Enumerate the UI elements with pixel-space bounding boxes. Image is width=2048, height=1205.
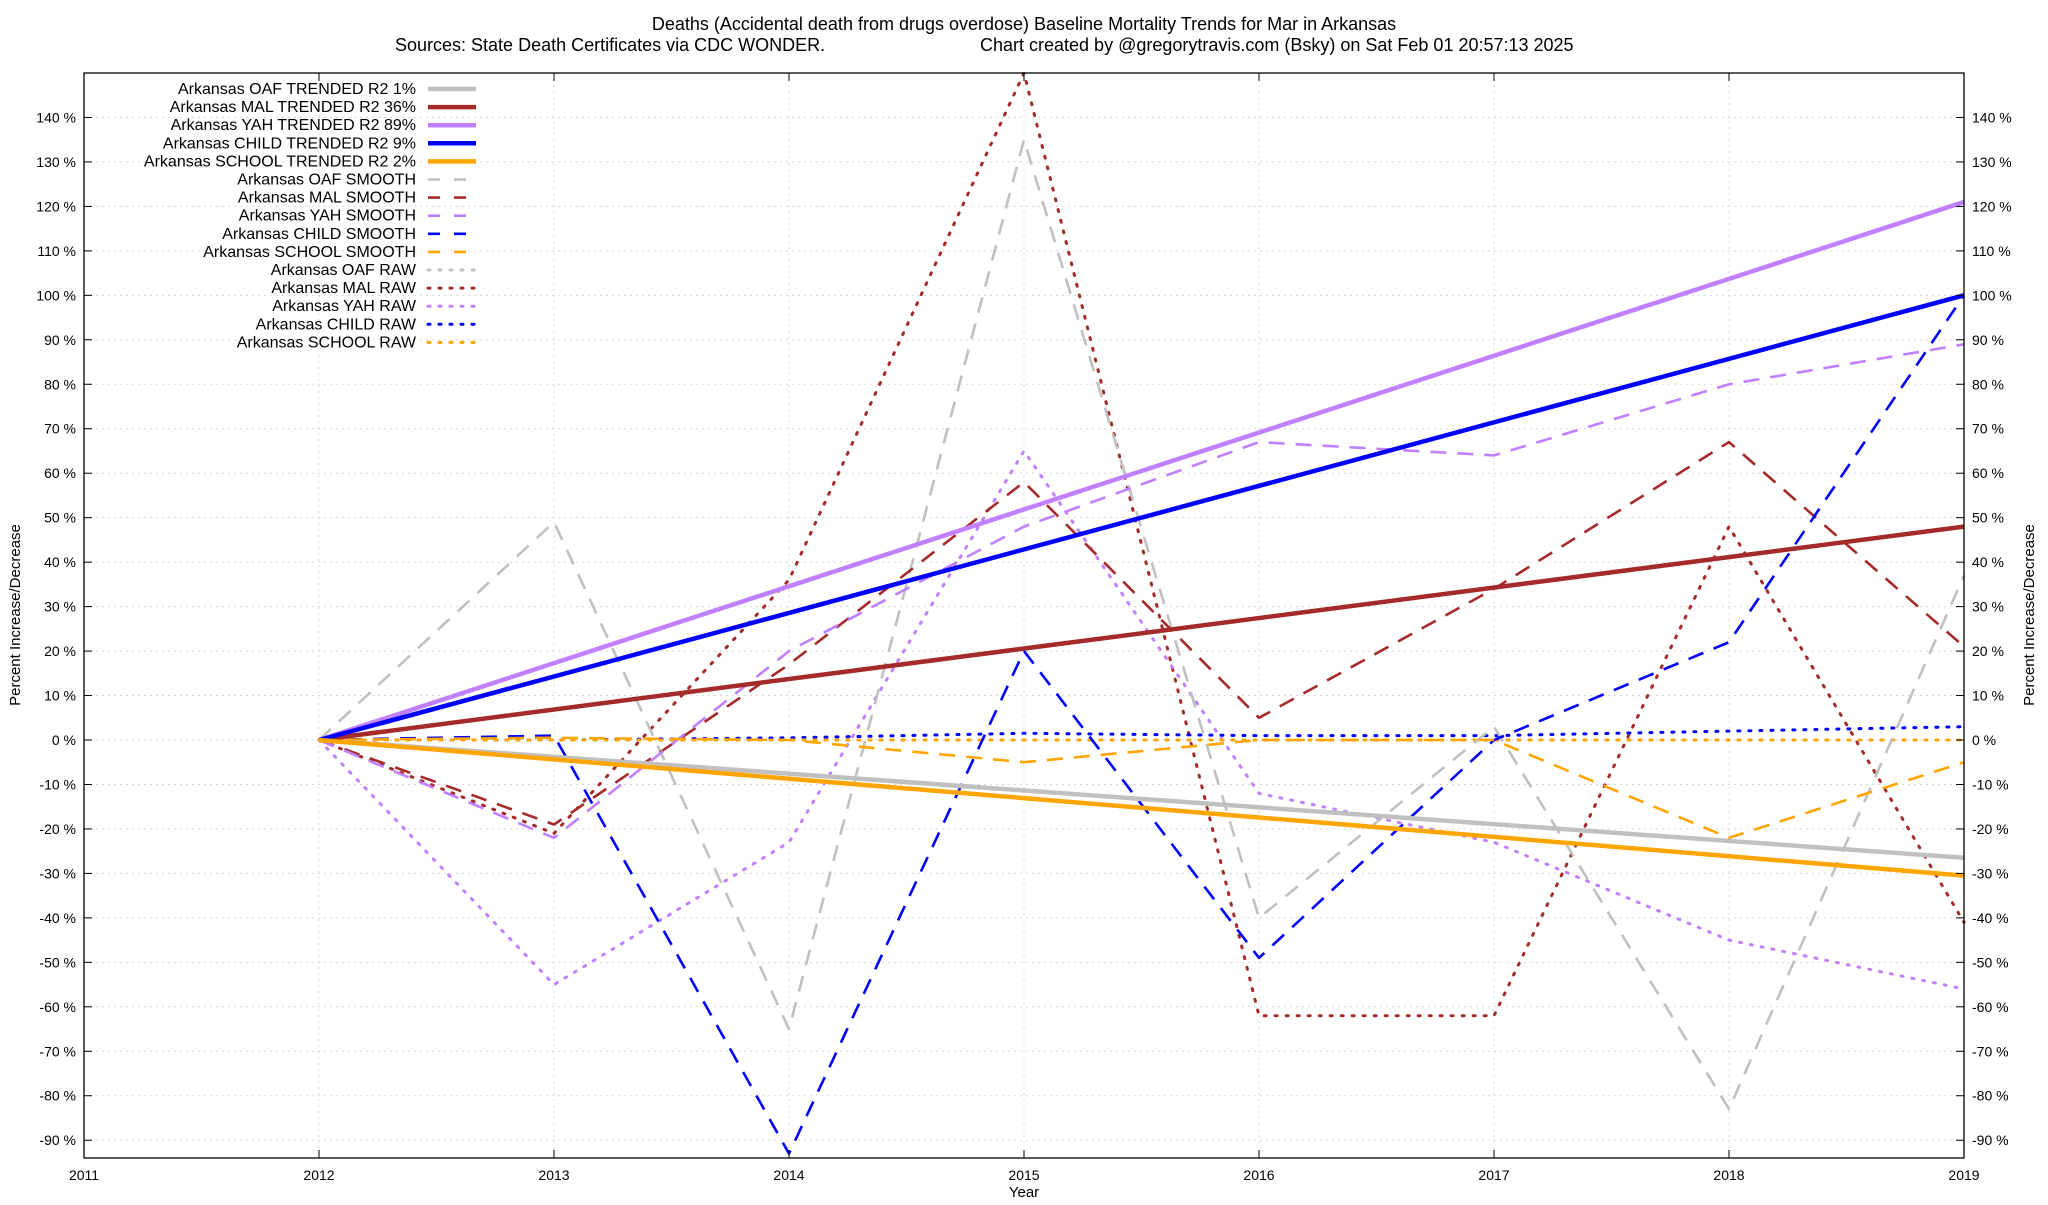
- y-tick-label-left: -80 %: [39, 1088, 76, 1104]
- y-tick-label-right: 0 %: [1972, 732, 1996, 748]
- legend-entry-label: Arkansas OAF SMOOTH: [237, 172, 416, 189]
- legend-entry-label: Arkansas MAL TRENDED R2 36%: [170, 99, 416, 116]
- x-tick-label: 2018: [1713, 1167, 1744, 1183]
- y-tick-label-left: -30 %: [39, 865, 76, 881]
- series-layer: [317, 71, 1966, 1155]
- y-tick-label-left: 30 %: [44, 599, 76, 615]
- y-tick-label-left: 10 %: [44, 688, 76, 704]
- legend-entry-label: Arkansas SCHOOL RAW: [237, 334, 417, 351]
- y-tick-label-right: 30 %: [1972, 599, 2004, 615]
- y-tick-label-right: 100 %: [1972, 287, 2012, 303]
- y-tick-label-right: -80 %: [1972, 1088, 2009, 1104]
- tick-layer: 2011 2012 2013 2014 2015 2016 2017 2018 2019 -90 …: [36, 73, 2012, 1183]
- y-tick-label-right: -30 %: [1972, 865, 2009, 881]
- chart-title: Deaths (Accidental death from drugs over…: [652, 14, 1396, 34]
- series-line-arkansas-child-smooth: [318, 294, 1966, 1155]
- legend-entry-label: Arkansas YAH RAW: [272, 298, 417, 315]
- series-line-arkansas-school-trended-r2-2: [318, 737, 1965, 878]
- y-tick-label-left: -50 %: [39, 954, 76, 970]
- y-tick-label-right: 140 %: [1972, 109, 2012, 125]
- y-tick-label-left: -70 %: [39, 1043, 76, 1059]
- y-tick-label-left: 0 %: [52, 732, 76, 748]
- legend-entry-label: Arkansas CHILD SMOOTH: [222, 226, 416, 243]
- y-tick-label-left: 90 %: [44, 332, 76, 348]
- legend: Arkansas OAF TRENDED R2 1%Arkansas MAL T…: [144, 81, 478, 351]
- x-tick-label: 2014: [773, 1167, 804, 1183]
- chart-subtitle-sources: Sources: State Death Certificates via CD…: [395, 35, 825, 55]
- legend-entry-label: Arkansas CHILD TRENDED R2 9%: [163, 135, 416, 152]
- y-tick-label-left: 20 %: [44, 643, 76, 659]
- series-line-arkansas-child-trended-r2-9: [318, 293, 1965, 743]
- y-tick-label-left: 130 %: [36, 154, 76, 170]
- y-tick-label-right: 50 %: [1972, 510, 2004, 526]
- x-tick-label: 2016: [1243, 1167, 1274, 1183]
- y-tick-label-left: -10 %: [39, 776, 76, 792]
- series-line-arkansas-mal-smooth: [318, 440, 1965, 826]
- legend-entry-label: Arkansas YAH SMOOTH: [239, 208, 416, 225]
- x-tick-label: 2011: [69, 1167, 99, 1183]
- series-line-arkansas-oaf-smooth: [318, 138, 1966, 1111]
- y-tick-label-left: 110 %: [37, 243, 76, 259]
- legend-entry-label: Arkansas OAF TRENDED R2 1%: [178, 81, 416, 98]
- y-tick-label-right: -70 %: [1972, 1043, 2009, 1059]
- x-tick-label: 2017: [1478, 1167, 1509, 1183]
- x-tick-label: 2019: [1948, 1167, 1979, 1183]
- x-axis-label: Year: [1009, 1184, 1039, 1200]
- grid-layer: [84, 73, 1964, 1158]
- series-line-arkansas-yah-raw: [317, 449, 1966, 991]
- y-tick-label-right: 110 %: [1972, 243, 2011, 259]
- y-axis-label-left: Percent Increase/Decrease: [7, 524, 24, 706]
- y-tick-label-right: 120 %: [1972, 198, 2012, 214]
- y-tick-label-right: 10 %: [1972, 688, 2004, 704]
- y-tick-label-right: -40 %: [1972, 910, 2009, 926]
- y-tick-label-left: 70 %: [44, 421, 76, 437]
- y-tick-label-left: -60 %: [39, 999, 76, 1015]
- series-line-arkansas-mal-trended-r2-36: [318, 524, 1965, 743]
- y-tick-label-right: -10 %: [1972, 776, 2009, 792]
- y-tick-label-left: 100 %: [36, 287, 76, 303]
- y-tick-label-left: -90 %: [39, 1132, 76, 1148]
- series-line-arkansas-mal-raw: [317, 71, 1966, 1018]
- legend-entry-label: Arkansas CHILD RAW: [256, 316, 417, 333]
- series-line-arkansas-yah-trended-r2-89: [318, 199, 1965, 743]
- legend-entry-label: Arkansas MAL SMOOTH: [238, 190, 416, 207]
- y-tick-label-right: 90 %: [1972, 332, 2004, 348]
- y-tick-label-left: 120 %: [36, 198, 76, 214]
- y-tick-label-left: -40 %: [39, 910, 76, 926]
- y-tick-label-right: 70 %: [1972, 421, 2004, 437]
- series-line-arkansas-oaf-trended-r2-1: [318, 737, 1965, 861]
- legend-entry-label: Arkansas SCHOOL TRENDED R2 2%: [144, 153, 416, 170]
- x-tick-label: 2013: [538, 1167, 569, 1183]
- x-tick-label: 2012: [303, 1167, 334, 1183]
- y-tick-label-left: 40 %: [44, 554, 76, 570]
- legend-entry-label: Arkansas SCHOOL SMOOTH: [203, 244, 416, 261]
- y-tick-label-left: 80 %: [44, 376, 76, 392]
- legend-entry-label: Arkansas MAL RAW: [271, 280, 417, 297]
- y-tick-label-right: -50 %: [1972, 954, 2009, 970]
- y-tick-label-left: 140 %: [36, 109, 76, 125]
- x-tick-label: 2015: [1008, 1167, 1039, 1183]
- y-tick-label-right: 40 %: [1972, 554, 2004, 570]
- y-tick-label-left: -20 %: [39, 821, 76, 837]
- y-tick-label-right: -60 %: [1972, 999, 2009, 1015]
- y-axis-label-right: Percent Increase/Decrease: [2021, 524, 2038, 706]
- legend-entry-label: Arkansas OAF RAW: [271, 262, 417, 279]
- series-line-arkansas-school-smooth: [318, 736, 1965, 840]
- y-tick-label-right: -20 %: [1972, 821, 2009, 837]
- y-tick-label-right: 20 %: [1972, 643, 2004, 659]
- y-tick-label-left: 60 %: [44, 465, 76, 481]
- y-tick-label-right: 80 %: [1972, 376, 2004, 392]
- series-line-arkansas-yah-smooth: [318, 343, 1965, 840]
- y-tick-label-right: -90 %: [1972, 1132, 2009, 1148]
- y-tick-label-right: 130 %: [1972, 154, 2012, 170]
- chart-subtitle-credit: Chart created by @gregorytravis.com (Bsk…: [980, 35, 1574, 55]
- y-tick-label-left: 50 %: [44, 510, 76, 526]
- y-tick-label-right: 60 %: [1972, 465, 2004, 481]
- legend-entry-label: Arkansas YAH TRENDED R2 89%: [171, 117, 416, 134]
